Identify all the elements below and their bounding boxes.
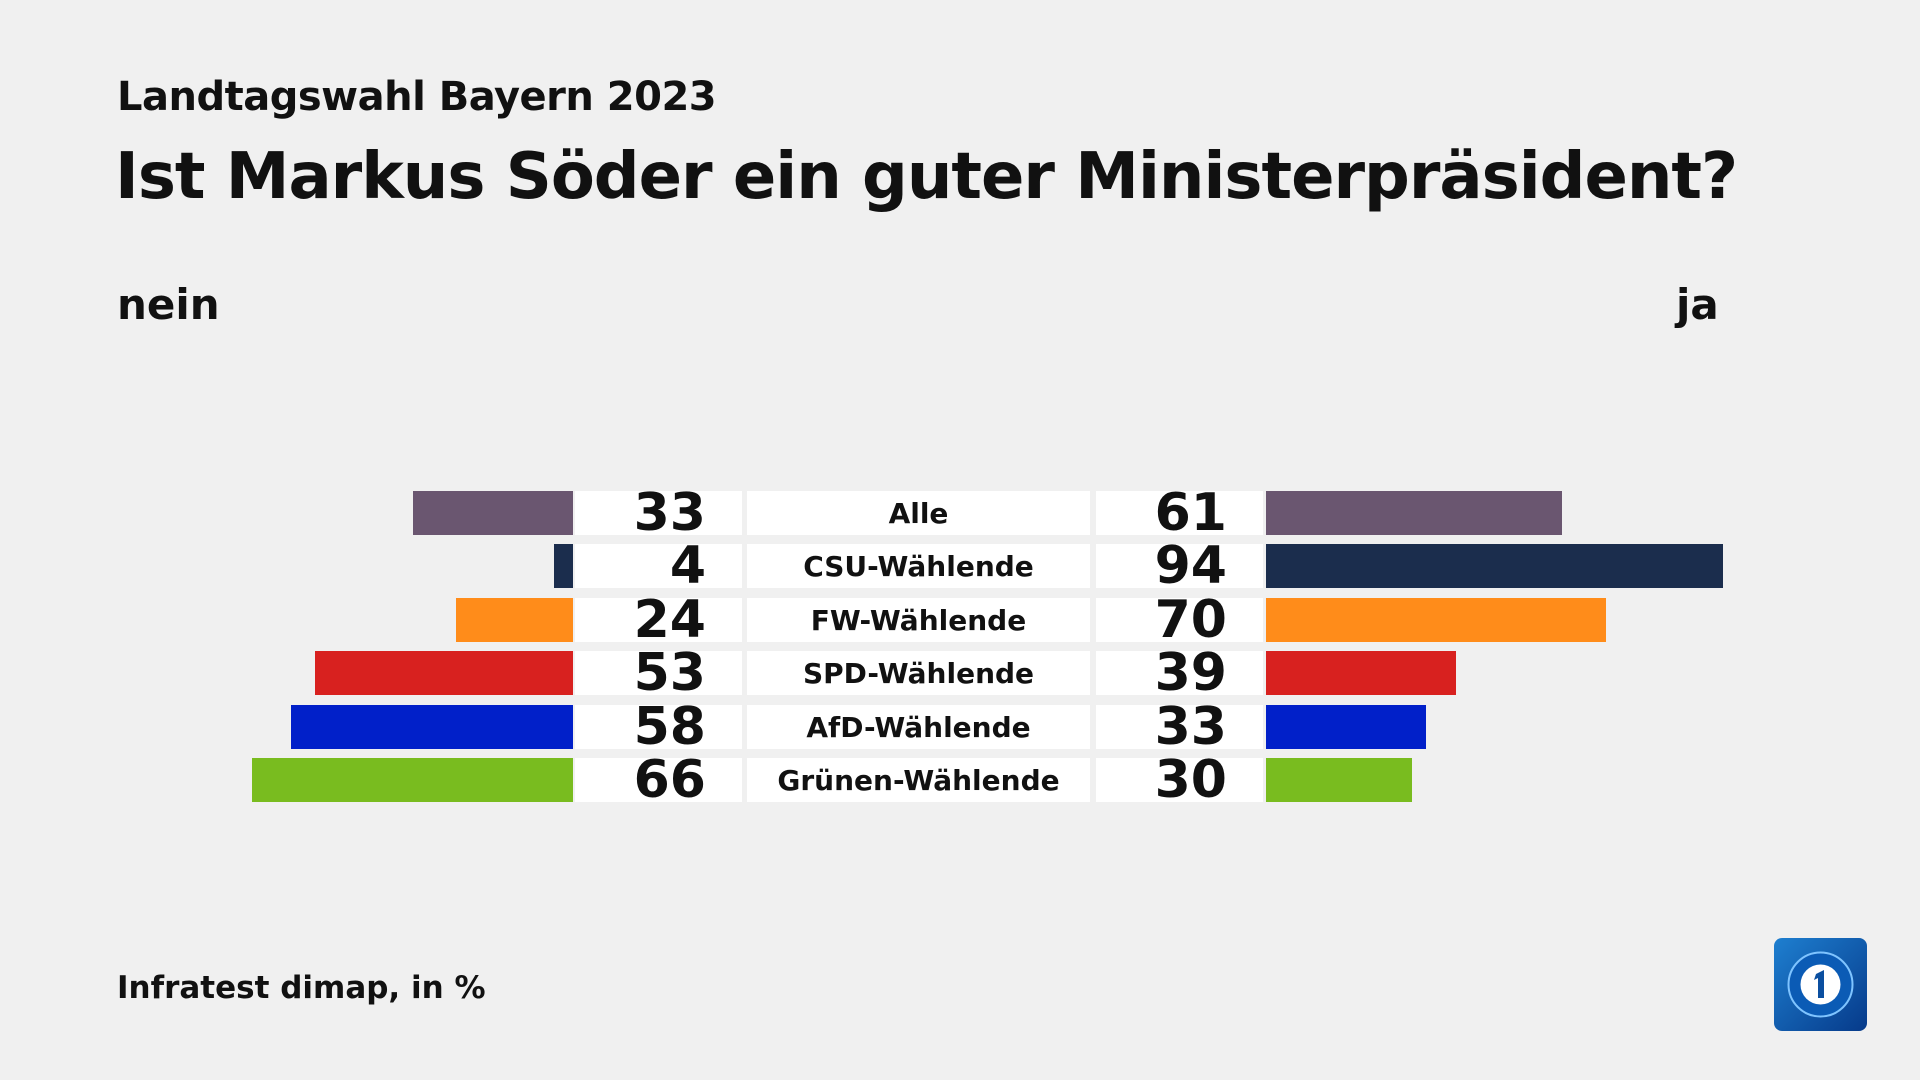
das-erste-logo-icon <box>1787 951 1854 1018</box>
bar-ja <box>1266 651 1456 696</box>
chart-row: 66 Grünen-Wählende 30 <box>0 754 1920 806</box>
bar-nein <box>456 597 573 642</box>
category-label: Alle <box>747 491 1090 535</box>
category-label: AfD-Wählende <box>747 704 1090 749</box>
value-nein: 33 <box>575 487 742 539</box>
value-ja: 33 <box>1096 701 1263 753</box>
bar-ja <box>1266 758 1412 802</box>
bar-nein <box>315 651 573 696</box>
value-ja: 94 <box>1096 540 1263 592</box>
bar-ja <box>1266 544 1723 589</box>
chart-row: 58 AfD-Wählende 33 <box>0 701 1920 753</box>
chart-row: 53 SPD-Wählende 39 <box>0 647 1920 699</box>
value-nein: 4 <box>575 540 742 592</box>
right-label: ja <box>1676 280 1719 329</box>
bar-nein <box>291 704 573 749</box>
source-note: Infratest dimap, in % <box>117 970 486 1006</box>
value-ja: 39 <box>1096 647 1263 699</box>
chart-row: 4 CSU-Wählende 94 <box>0 540 1920 592</box>
bar-ja <box>1266 491 1563 535</box>
category-label: Grünen-Wählende <box>747 758 1090 802</box>
bar-ja <box>1266 704 1427 749</box>
value-nein: 53 <box>575 647 742 699</box>
tagesschau-logo <box>1774 938 1867 1031</box>
chart-row: 33 Alle 61 <box>0 487 1920 539</box>
value-ja: 61 <box>1096 487 1263 539</box>
category-label: SPD-Wählende <box>747 651 1090 696</box>
value-ja: 30 <box>1096 754 1263 806</box>
left-label: nein <box>117 280 220 329</box>
bar-nein <box>553 544 573 589</box>
category-label: CSU-Wählende <box>747 544 1090 589</box>
chart-subtitle: Landtagswahl Bayern 2023 <box>117 74 717 120</box>
value-ja: 70 <box>1096 594 1263 646</box>
bar-nein <box>252 758 573 802</box>
value-nein: 24 <box>575 594 742 646</box>
bar-ja <box>1266 597 1607 642</box>
bar-nein <box>412 491 573 535</box>
category-label: FW-Wählende <box>747 597 1090 642</box>
chart-row: 24 FW-Wählende 70 <box>0 594 1920 646</box>
chart-title: Ist Markus Söder ein guter Ministerpräsi… <box>115 140 1738 214</box>
value-nein: 66 <box>575 754 742 806</box>
value-nein: 58 <box>575 701 742 753</box>
